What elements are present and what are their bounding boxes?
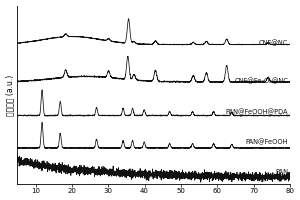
Text: PAN: PAN [275,169,288,175]
Text: PAN@FeOOH@PDA: PAN@FeOOH@PDA [226,109,288,115]
Text: CNF@NC: CNF@NC [259,40,288,46]
Text: CNF@Fe₃O₄@NC: CNF@Fe₃O₄@NC [234,77,288,84]
Y-axis label: 衍射强度 (a.u.): 衍射强度 (a.u.) [6,74,15,116]
Text: PAN@FeOOH: PAN@FeOOH [246,138,288,145]
